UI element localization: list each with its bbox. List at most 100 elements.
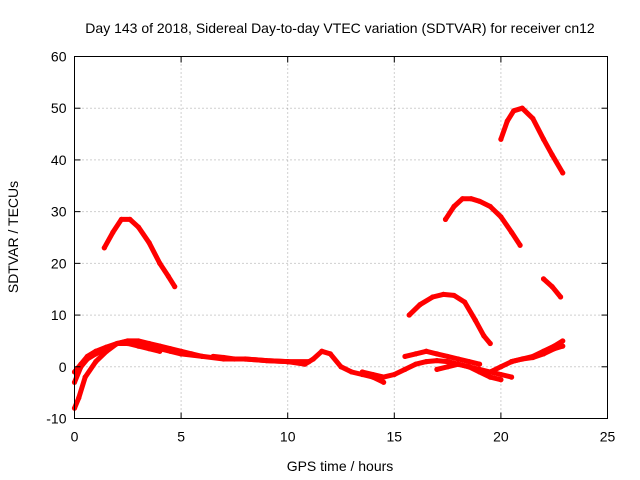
data-point — [127, 216, 133, 222]
data-point — [442, 216, 449, 222]
data-point — [263, 357, 269, 364]
data-point — [560, 170, 566, 176]
data-point — [93, 359, 99, 365]
data-point — [508, 374, 515, 380]
chart-title: Day 143 of 2018, Sidereal Day-to-day VTE… — [85, 20, 595, 36]
data-point — [430, 294, 436, 300]
data-point — [476, 361, 483, 367]
y-tick-label: -10 — [46, 411, 66, 427]
data-series — [71, 105, 566, 411]
y-tick-label: 40 — [51, 152, 67, 168]
data-point — [508, 359, 515, 365]
data-point — [498, 364, 504, 370]
y-tick-label: 0 — [59, 359, 67, 375]
series-arc-high-3 — [443, 196, 523, 248]
data-point — [451, 292, 457, 299]
data-point — [103, 344, 110, 350]
data-point — [165, 273, 171, 279]
data-point — [434, 351, 440, 357]
x-tick-label: 15 — [387, 429, 403, 445]
x-axis-label: GPS time / hours — [287, 458, 394, 474]
data-point — [517, 242, 523, 248]
data-point — [498, 377, 504, 383]
data-point — [199, 353, 206, 360]
data-point — [530, 354, 536, 361]
data-point — [157, 343, 163, 349]
data-point — [135, 343, 142, 349]
data-point — [445, 353, 451, 360]
data-point — [78, 361, 84, 367]
y-tick-label: 30 — [51, 204, 67, 220]
data-point — [146, 346, 152, 352]
data-point — [423, 359, 429, 365]
x-tick-label: 10 — [280, 429, 296, 445]
data-point — [472, 317, 478, 323]
x-tick-label: 20 — [493, 429, 509, 445]
data-point — [455, 356, 461, 362]
data-point — [466, 359, 472, 365]
data-point — [519, 356, 525, 362]
data-point — [381, 379, 387, 385]
data-point — [391, 371, 397, 378]
data-point — [487, 340, 493, 347]
data-point — [498, 136, 504, 142]
data-point — [210, 353, 216, 360]
data-point — [504, 118, 510, 124]
data-point — [135, 224, 142, 230]
data-point — [349, 369, 355, 375]
data-point — [476, 369, 483, 375]
data-point — [540, 276, 547, 282]
data-point — [157, 348, 163, 354]
data-point — [231, 356, 237, 362]
data-point — [434, 366, 440, 372]
data-point — [519, 105, 525, 111]
data-point — [549, 284, 555, 290]
x-tick-label: 5 — [177, 429, 185, 445]
data-point — [338, 364, 344, 370]
series-arc-high-2 — [406, 291, 493, 346]
data-point — [82, 374, 88, 380]
data-point — [551, 346, 557, 352]
data-point — [157, 260, 163, 266]
data-point — [481, 333, 487, 339]
data-point — [466, 364, 472, 370]
data-point — [530, 115, 536, 122]
data-point — [487, 203, 493, 210]
data-point — [319, 348, 325, 354]
data-point — [310, 356, 316, 362]
y-tick-label: 20 — [51, 255, 67, 271]
data-point — [402, 353, 408, 360]
data-point — [242, 356, 248, 362]
y-tick-label: 10 — [51, 307, 67, 323]
data-point — [434, 357, 440, 364]
data-point — [462, 299, 468, 305]
data-point — [487, 369, 493, 375]
data-point — [125, 340, 131, 347]
data-point — [327, 351, 333, 357]
data-point — [167, 346, 174, 352]
plot-frame — [74, 56, 608, 419]
x-tick-label: 0 — [71, 429, 79, 445]
y-tick-label: 50 — [51, 100, 67, 116]
axis-ticks: 0 5 10 15 20 25 -10 0 10 20 30 40 50 60 — [46, 49, 615, 445]
data-point — [413, 351, 419, 357]
data-point — [560, 343, 566, 349]
data-point — [359, 369, 365, 375]
data-point — [178, 348, 184, 354]
data-point — [549, 152, 555, 158]
data-point — [511, 108, 517, 114]
data-point — [508, 229, 515, 235]
data-point — [540, 351, 547, 357]
series-arc-low-1 — [72, 338, 387, 411]
data-point — [76, 395, 82, 401]
data-point — [540, 136, 547, 142]
data-point — [560, 338, 566, 344]
data-point — [498, 371, 504, 378]
x-tick-label: 25 — [600, 429, 616, 445]
data-point — [455, 361, 461, 367]
data-point — [445, 359, 451, 365]
data-point — [189, 351, 195, 357]
data-point — [423, 348, 429, 354]
data-point — [172, 284, 178, 290]
data-point — [135, 338, 142, 344]
